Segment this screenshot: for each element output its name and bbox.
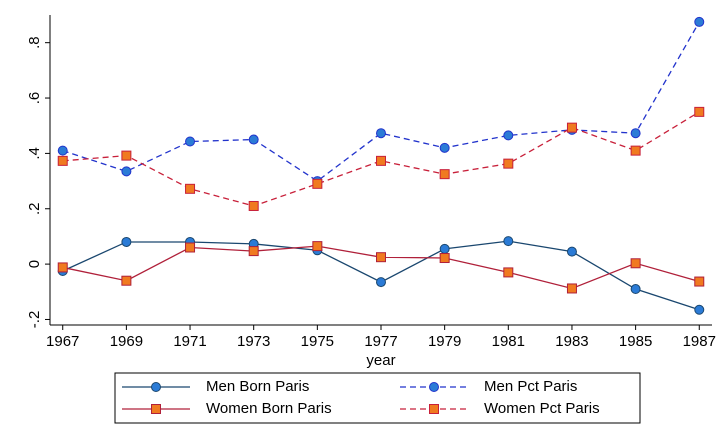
data-point [185, 242, 196, 253]
data-point [566, 283, 577, 294]
data-point [439, 253, 450, 264]
data-point [503, 236, 514, 247]
data-point [57, 262, 68, 273]
y-tick-label: .4 [26, 147, 43, 160]
data-point [503, 267, 514, 278]
data-point [312, 241, 323, 252]
x-tick-label: 1971 [173, 333, 206, 350]
data-point [439, 243, 450, 254]
data-point [121, 150, 132, 161]
data-point [439, 169, 450, 180]
data-point [630, 145, 641, 156]
data-point [248, 200, 259, 211]
data-point [694, 276, 705, 287]
series-line [62, 111, 700, 207]
data-point [376, 155, 386, 166]
data-point [376, 252, 386, 263]
data-point [376, 277, 386, 288]
legend-marker [151, 404, 161, 414]
data-point [566, 246, 577, 257]
legend-marker [429, 404, 439, 414]
data-point [248, 134, 259, 145]
x-tick-label: 1977 [364, 333, 397, 350]
data-point [630, 284, 641, 295]
data-point [121, 236, 132, 247]
x-tick-label: 1979 [428, 333, 461, 350]
x-tick-label: 1967 [46, 333, 79, 350]
data-point [185, 136, 196, 147]
data-point [185, 183, 196, 194]
x-axis-title: year [366, 352, 395, 369]
series-line [62, 21, 700, 182]
data-point [503, 130, 514, 141]
data-point [694, 304, 705, 315]
x-tick-label: 1983 [555, 333, 588, 350]
data-point [121, 166, 132, 177]
x-tick-label: 1973 [237, 333, 270, 350]
data-point [694, 16, 705, 27]
legend-label: Men Pct Paris [484, 378, 577, 395]
data-point [503, 158, 514, 169]
data-point [694, 106, 705, 117]
y-tick-label: 0 [26, 260, 43, 268]
legend-label: Women Born Paris [206, 400, 332, 417]
data-point [312, 178, 323, 189]
legend-box [114, 372, 641, 424]
legend-label: Men Born Paris [206, 378, 309, 395]
y-tick-label: .2 [26, 202, 43, 215]
data-point [566, 122, 577, 133]
x-tick-label: 1981 [492, 333, 525, 350]
data-point [630, 258, 641, 269]
y-tick-label: .8 [26, 36, 43, 49]
data-point [57, 155, 68, 166]
y-tick-label: -.2 [26, 311, 43, 329]
data-point [439, 142, 450, 153]
data-point [57, 145, 68, 156]
legend-label: Women Pct Paris [484, 400, 600, 417]
data-point [630, 128, 641, 139]
y-tick-label: .6 [26, 92, 43, 105]
data-point [248, 246, 259, 257]
data-point [121, 275, 132, 286]
legend-marker [429, 382, 439, 392]
x-tick-label: 1969 [110, 333, 143, 350]
x-tick-label: 1987 [683, 333, 716, 350]
x-tick-label: 1975 [301, 333, 334, 350]
x-tick-label: 1985 [619, 333, 652, 350]
legend-marker [151, 382, 161, 392]
data-point [376, 128, 386, 139]
